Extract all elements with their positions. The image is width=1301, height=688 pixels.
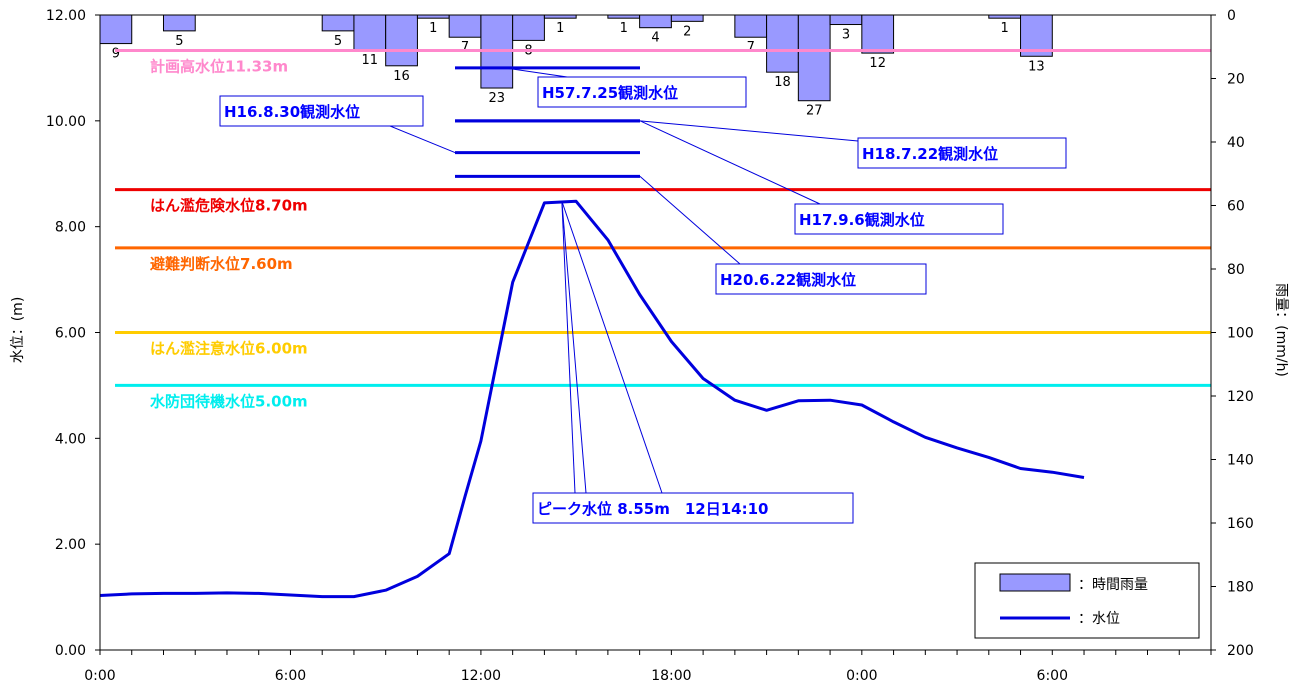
y-right-tick-label: 20 — [1227, 72, 1245, 88]
rainfall-bar-label: 12 — [869, 56, 886, 71]
annotation-box — [532, 492, 854, 524]
annotation-leader — [561, 201, 587, 494]
rainfall-bar-label: 23 — [489, 91, 506, 106]
reference-level-label: 避難判断水位7.60m — [150, 255, 293, 273]
rainfall-bar — [766, 14, 799, 73]
rainfall-bar-label: 7 — [747, 40, 755, 55]
annotation-leader — [561, 201, 576, 494]
y-left-tick-label: 10.00 — [46, 114, 86, 130]
annotation-box — [794, 203, 1004, 235]
rainfall-bar — [385, 14, 418, 67]
legend: ：時間雨量 ：水位 — [974, 562, 1200, 639]
rainfall-bar — [321, 14, 355, 32]
historical-level-lines — [455, 66, 640, 178]
annotation-leader — [389, 125, 456, 154]
annotation-box — [219, 95, 424, 127]
y-right-tick-label: 80 — [1227, 262, 1245, 278]
rainfall-bars: 955111617238114271827312113 — [99, 14, 1053, 119]
y-right-tick-label: 200 — [1227, 643, 1254, 659]
legend-water-label: ：水位 — [1078, 611, 1120, 627]
annotation-label: H16.8.30観測水位 — [224, 103, 360, 121]
y-right-tick-label: 140 — [1227, 453, 1254, 469]
y-left-tick-label: 12.00 — [46, 8, 86, 24]
x-tick-label: 6:00 — [275, 668, 306, 684]
rainfall-bar-label: 7 — [461, 40, 469, 55]
rainfall-bar-label: 1 — [1001, 21, 1009, 36]
legend-rain-swatch — [999, 573, 1071, 592]
y-left-tick-label: 4.00 — [55, 431, 86, 447]
annotation-box — [537, 76, 747, 108]
y-left-tick-label: 2.00 — [55, 537, 86, 553]
rainfall-bar-label: 1 — [429, 21, 437, 36]
rainfall-bar-label: 2 — [683, 24, 691, 39]
y-right-tick-label: 40 — [1227, 135, 1245, 151]
annotation-label: H18.7.22観測水位 — [862, 145, 998, 163]
reference-level-label: はん濫注意水位6.00m — [150, 340, 308, 358]
annotation-leader — [639, 120, 859, 142]
x-tick-label: 0:00 — [84, 668, 115, 684]
y-left-tick-label: 8.00 — [55, 220, 86, 236]
rainfall-bar-label: 1 — [556, 21, 564, 36]
y-left-axis-title: 水位：(m) — [10, 297, 26, 364]
rainfall-bar-label: 27 — [806, 104, 823, 119]
rainfall-bar-label: 5 — [175, 34, 183, 49]
annotation-box — [715, 263, 927, 295]
annotation-label: H20.6.22観測水位 — [720, 271, 856, 289]
rainfall-bar — [99, 14, 133, 45]
rainfall-bar-label: 18 — [774, 75, 791, 90]
annotation-label: H17.9.6観測水位 — [799, 211, 925, 229]
rainfall-bar — [639, 14, 672, 29]
y-left-tick-label: 0.00 — [55, 643, 86, 659]
y-right-tick-label: 180 — [1227, 580, 1254, 596]
rainfall-bar — [797, 14, 831, 102]
axes: 0.00 2.00 4.00 6.00 8.00 10.00 12.00 0 20 40 60 80 1… — [46, 8, 1254, 684]
annotation-leader — [639, 176, 741, 265]
x-tick-label: 6:00 — [1037, 668, 1068, 684]
rainfall-bar-label: 1 — [620, 21, 628, 36]
rainfall-bar-label: 13 — [1028, 59, 1045, 74]
y-right-tick-label: 0 — [1227, 8, 1236, 24]
annotation-leader — [639, 120, 821, 205]
rainfall-bar — [670, 14, 704, 22]
rainfall-bar-label: 3 — [842, 28, 850, 43]
y-right-tick-label: 60 — [1227, 199, 1245, 215]
rainfall-bar — [448, 14, 482, 38]
y-right-axis-title: 雨量：(mm/h) — [1273, 283, 1289, 377]
y-left-tick-label: 6.00 — [55, 326, 86, 342]
reference-level-label: 計画高水位11.33m — [150, 57, 288, 75]
y-right-tick-label: 160 — [1227, 516, 1254, 532]
rainfall-bar-label: 11 — [362, 53, 379, 68]
reference-level-label: 水防団待機水位5.00m — [150, 392, 308, 410]
water-level-line — [99, 199, 1085, 599]
water-level-series — [99, 199, 1085, 599]
rainfall-bar — [162, 14, 196, 32]
legend-rain-label: ：時間雨量 — [1078, 577, 1148, 593]
x-tick-label: 18:00 — [651, 668, 691, 684]
rainfall-bar — [861, 14, 895, 54]
rainfall-bar — [512, 14, 545, 41]
x-tick-label: 12:00 — [461, 668, 501, 684]
rainfall-bar-label: 16 — [393, 69, 410, 84]
annotation-leader — [561, 201, 663, 494]
y-right-tick-label: 100 — [1227, 326, 1254, 342]
rainfall-bar — [353, 14, 387, 51]
annotation-box — [857, 137, 1067, 169]
x-tick-label: 0:00 — [846, 668, 877, 684]
y-right-tick-label: 120 — [1227, 389, 1254, 405]
reference-level-label: はん濫危険水位8.70m — [150, 197, 308, 215]
rainfall-bar-label: 9 — [112, 47, 120, 62]
rainfall-bar — [829, 14, 863, 26]
annotation-label: ピーク水位 8.55m 12日14:10 — [537, 500, 768, 518]
rainfall-bar — [734, 14, 768, 38]
rainfall-bar-label: 4 — [651, 31, 659, 46]
rainfall-bar-label: 5 — [334, 34, 342, 49]
annotations: H57.7.25観測水位 H16.8.30観測水位 H18.7.22観測水位 H17.… — [219, 76, 1067, 524]
annotation-label: H57.7.25観測水位 — [542, 84, 678, 102]
reference-level-lines: 計画高水位11.33m はん濫危険水位8.70m 避難判断水位7.60m はん濫注意水… — [115, 48, 1211, 410]
